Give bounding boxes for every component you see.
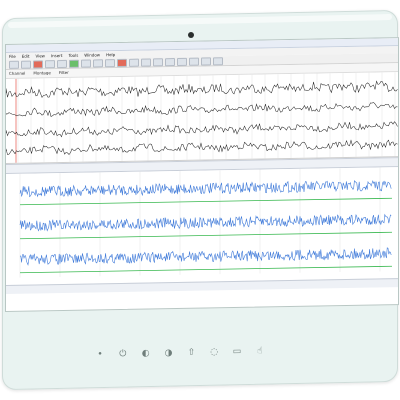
toolbar-button[interactable]: [81, 58, 91, 68]
toolbar-button[interactable]: [33, 59, 43, 69]
menu-insert[interactable]: Insert: [50, 52, 63, 59]
brightness-down-icon[interactable]: ◐: [141, 348, 150, 359]
menu-window[interactable]: Window: [84, 52, 101, 58]
up-arrow-icon[interactable]: ⇧: [187, 347, 196, 358]
toolbar-button[interactable]: [141, 57, 151, 67]
dot-icon[interactable]: •: [97, 349, 103, 360]
menu-tools[interactable]: Tools: [68, 52, 79, 58]
trend-plot: [19, 167, 392, 278]
menu-help[interactable]: Help: [106, 52, 116, 58]
menu-view[interactable]: View: [35, 53, 45, 59]
menu-file[interactable]: File: [9, 53, 16, 59]
screen: File Edit View Insert Tools Window Help …: [5, 37, 399, 312]
toolbar2-item[interactable]: Channel: [9, 70, 26, 76]
battery-icon[interactable]: ▭: [232, 346, 242, 357]
trend-signal: [19, 180, 392, 198]
trend-signal: [19, 247, 392, 266]
toolbar2-item[interactable]: Montage: [33, 70, 51, 76]
trend-signal: [19, 213, 392, 232]
trend-pane[interactable]: [6, 167, 398, 294]
baseline: [20, 231, 392, 240]
toolbar-button[interactable]: [165, 57, 175, 66]
toolbar-button[interactable]: [129, 58, 139, 67]
toolbar-button[interactable]: [213, 56, 223, 65]
eeg-trace-plot: [6, 72, 398, 163]
eeg-trace: [6, 139, 398, 155]
toolbar-button[interactable]: [189, 57, 199, 66]
toolbar-button[interactable]: [93, 58, 103, 67]
menu-edit[interactable]: Edit: [21, 53, 30, 59]
eeg-trace: [6, 102, 398, 117]
eeg-trace: [6, 80, 398, 98]
toolbar-button[interactable]: [9, 60, 19, 69]
brightness-up-icon[interactable]: ◑: [164, 348, 173, 359]
camera-icon: [188, 32, 194, 38]
toolbar-button[interactable]: [57, 59, 67, 68]
eeg-trace: [6, 121, 398, 138]
baseline: [20, 265, 392, 274]
toolbar-button[interactable]: [45, 59, 55, 68]
toolbar-button[interactable]: [105, 58, 115, 67]
toolbar-button[interactable]: [117, 58, 127, 67]
toolbar-button[interactable]: [21, 60, 31, 69]
baseline: [20, 197, 392, 206]
power-icon[interactable]: ⏻: [119, 349, 127, 360]
toolbar-button[interactable]: [69, 59, 79, 68]
touch-icon[interactable]: ☝: [257, 346, 263, 357]
toolbar-button[interactable]: [177, 57, 187, 66]
bulb-icon[interactable]: ◌: [210, 347, 219, 358]
toolbar-button[interactable]: [201, 56, 211, 66]
toolbar-button[interactable]: [153, 57, 163, 66]
eeg-trace-pane[interactable]: [6, 72, 398, 164]
toolbar2-item[interactable]: Filter: [58, 69, 69, 76]
